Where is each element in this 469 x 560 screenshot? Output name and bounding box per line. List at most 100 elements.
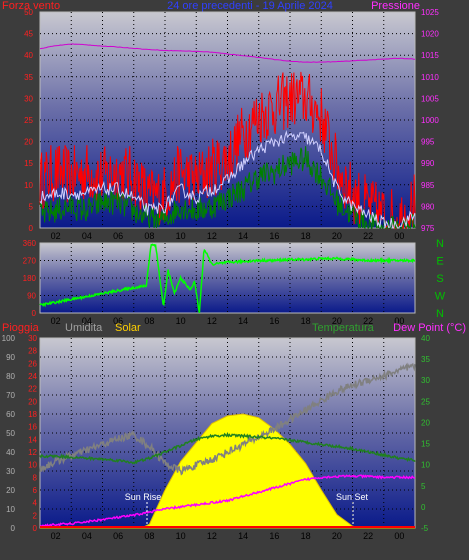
solar-label: Solar: [115, 322, 141, 334]
x-tick-label: 02: [51, 231, 61, 241]
pressure-label: Pressione: [371, 0, 420, 12]
humidity-y-tick-label: 50: [6, 429, 15, 438]
temperature-y-tick-label: 25: [421, 397, 430, 406]
sun-annotations: Sun Rise Sun Set: [125, 492, 369, 526]
temperature-label: Temperatura: [312, 322, 375, 334]
rain-y-tick-label: 24: [28, 372, 37, 381]
humidity-y-tick-label: 20: [6, 486, 15, 495]
wind-mean-line: [39, 129, 416, 229]
compass-letter: N: [436, 308, 444, 320]
x-tick-label: 18: [301, 231, 311, 241]
temperature-y-tick-label: 0: [421, 503, 426, 512]
pressure-y-tick-label: 1010: [421, 73, 439, 82]
pressure-y-tick-label: 975: [421, 224, 435, 233]
humidity-y-tick-label: 10: [6, 505, 15, 514]
rain-y-tick-label: 0: [33, 524, 38, 533]
temperature-y-tick-label: 15: [421, 440, 430, 449]
compass-letter: N: [436, 238, 444, 250]
pressure-line: [39, 43, 415, 63]
compass-letter: W: [435, 291, 446, 303]
pressure-y-tick-label: 980: [421, 202, 435, 211]
x-tick-label: 20: [332, 231, 342, 241]
rain-y-tick-label: 10: [28, 461, 37, 470]
x-tick-label: 14: [238, 316, 248, 326]
chart-title: 24 ore precedenti - 19 Aprile 2024: [167, 0, 333, 12]
x-tick-label: 04: [82, 231, 92, 241]
rain-y-tick-label: 2: [33, 511, 38, 520]
compass-letter: S: [436, 273, 443, 285]
x-tick-label: 06: [113, 531, 123, 541]
rain-y-tick-label: 14: [28, 435, 37, 444]
compass-letter: E: [436, 256, 443, 268]
wind-pressure-ticks: 0510152025303540455097598098599099510001…: [24, 8, 439, 241]
wind-y-tick-label: 5: [29, 202, 34, 211]
direction-y-tick-label: 360: [23, 239, 37, 248]
x-tick-label: 08: [144, 316, 154, 326]
wind-direction-ticks: 0 90 180 270 360 02 04 06 08 10 12 14 16 18 20 22 00: [23, 239, 405, 326]
humidity-y-tick-label: 0: [11, 524, 16, 533]
dewpoint-line: [39, 474, 416, 528]
rain-y-tick-label: 16: [28, 423, 37, 432]
x-tick-label: 06: [113, 316, 123, 326]
temperature-y-tick-label: 20: [421, 418, 430, 427]
rain-y-tick-label: 30: [28, 334, 37, 343]
x-tick-label: 20: [332, 531, 342, 541]
direction-y-tick-label: 0: [32, 309, 37, 318]
wind-y-tick-label: 50: [24, 8, 33, 17]
sunrise-label: Sun Rise: [125, 492, 162, 502]
wind-y-tick-label: 25: [24, 116, 33, 125]
x-tick-label: 22: [363, 316, 373, 326]
pressure-y-tick-label: 1015: [421, 51, 439, 60]
pressure-y-tick-label: 990: [421, 159, 435, 168]
humidity-y-tick-label: 60: [6, 410, 15, 419]
pressure-y-tick-label: 985: [421, 181, 435, 190]
temperature-y-tick-label: 5: [421, 482, 426, 491]
x-tick-label: 00: [394, 531, 404, 541]
sunset-label: Sun Set: [336, 492, 369, 502]
direction-y-tick-label: 270: [23, 257, 37, 266]
temperature-humidity-series: [39, 362, 416, 529]
temperature-y-tick-label: 30: [421, 376, 430, 385]
rain-y-tick-label: 28: [28, 347, 37, 356]
temperature-y-tick-label: 40: [421, 334, 430, 343]
wind-average-line: [39, 146, 416, 230]
x-tick-label: 18: [301, 531, 311, 541]
rain-y-tick-label: 6: [33, 486, 38, 495]
rain-y-tick-label: 12: [28, 448, 37, 457]
temperature-y-tick-label: 10: [421, 461, 430, 470]
rain-y-tick-label: 4: [33, 499, 38, 508]
wind-y-tick-label: 20: [24, 138, 33, 147]
wind-pressure-series: [39, 43, 416, 230]
x-tick-label: 10: [176, 316, 186, 326]
x-tick-label: 04: [82, 531, 92, 541]
pressure-y-tick-label: 1000: [421, 116, 439, 125]
humidity-y-tick-label: 40: [6, 448, 15, 457]
wind-y-tick-label: 40: [24, 51, 33, 60]
x-tick-label: 10: [176, 531, 186, 541]
x-tick-label: 20: [332, 316, 342, 326]
pressure-y-tick-label: 1020: [421, 30, 439, 39]
x-tick-label: 04: [82, 316, 92, 326]
wind-y-tick-label: 10: [24, 181, 33, 190]
temperature-y-tick-label: 35: [421, 355, 430, 364]
x-tick-label: 08: [144, 531, 154, 541]
x-tick-label: 12: [207, 316, 217, 326]
x-tick-label: 06: [113, 231, 123, 241]
temperature-humidity-ticks: 0102030405060708090100024681012141618202…: [2, 334, 431, 541]
wind-y-tick-label: 15: [24, 159, 33, 168]
temperature-line: [39, 431, 416, 465]
x-tick-label: 16: [269, 531, 279, 541]
pressure-y-tick-label: 1025: [421, 8, 439, 17]
wind-y-tick-label: 45: [24, 30, 33, 39]
humidity-label: Umidita: [65, 322, 103, 334]
rain-y-tick-label: 18: [28, 410, 37, 419]
rain-y-tick-label: 20: [28, 397, 37, 406]
x-tick-label: 16: [269, 316, 279, 326]
x-tick-label: 00: [394, 316, 404, 326]
humidity-y-tick-label: 30: [6, 467, 15, 476]
x-tick-label: 18: [301, 316, 311, 326]
humidity-line: [39, 362, 416, 476]
x-tick-label: 00: [394, 231, 404, 241]
